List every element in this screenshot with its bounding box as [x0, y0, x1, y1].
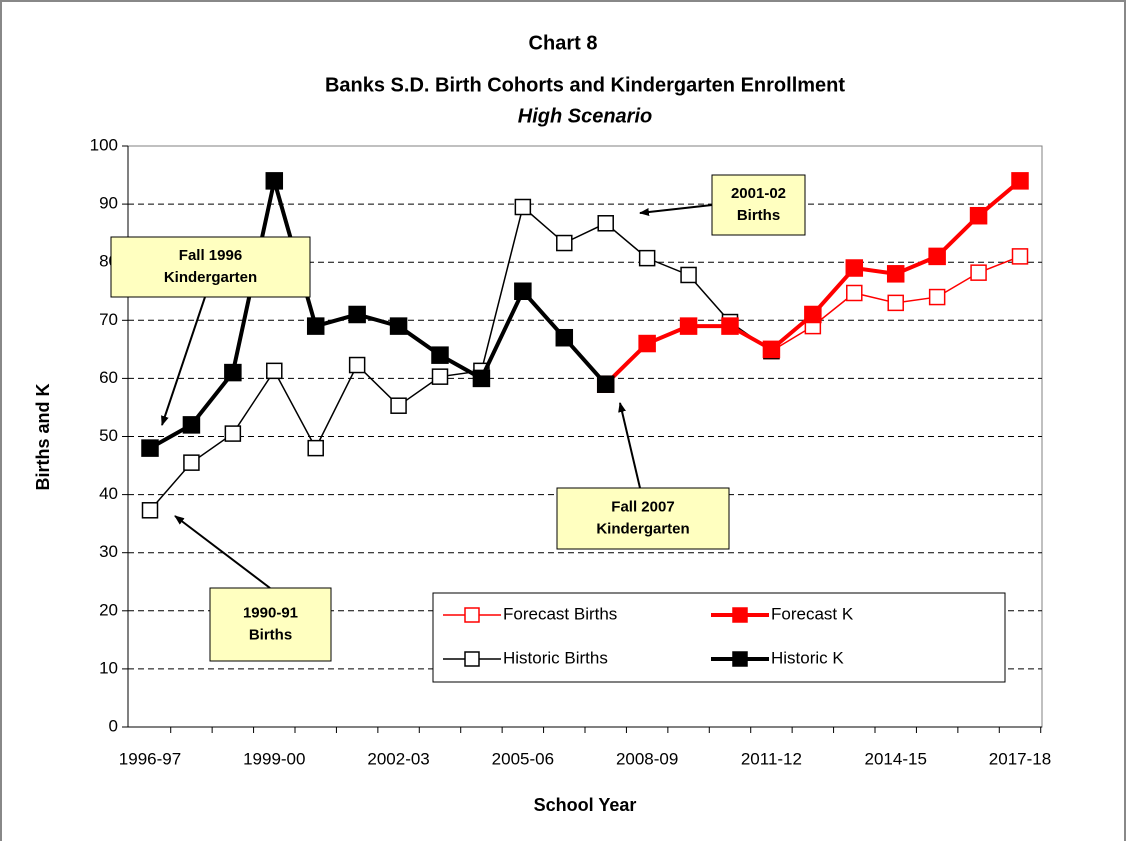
series [763, 248, 1029, 360]
data-point [141, 439, 159, 457]
data-point [348, 356, 366, 374]
data-point [348, 305, 366, 324]
x-tick-label: 1999-00 [243, 749, 305, 768]
legend-marker [464, 651, 480, 667]
x-tick-label: 2017-18 [989, 749, 1051, 768]
series-line [149, 205, 772, 511]
data-point [721, 317, 739, 335]
annotation-text: 1990-91 [243, 604, 298, 621]
data-point [970, 264, 987, 281]
data-point [928, 288, 946, 306]
data-point [846, 284, 863, 302]
data-point [266, 362, 283, 380]
annotation-text: Births [249, 626, 292, 643]
data-point [182, 416, 201, 434]
data-point [224, 363, 242, 382]
x-tick-label: 1996-97 [119, 749, 181, 768]
legend-label: Forecast Births [503, 604, 617, 623]
y-axis-label: Births and K [33, 383, 53, 490]
data-point [887, 294, 904, 312]
y-tick-label: 50 [99, 426, 118, 445]
data-point [680, 266, 697, 284]
y-tick-label: 60 [99, 368, 118, 387]
data-point [886, 265, 905, 283]
data-point [307, 439, 324, 457]
annotation: 1990-91 Births [174, 515, 332, 662]
data-point [306, 317, 325, 335]
legend-marker [732, 651, 748, 667]
x-tick-label: 2002-03 [367, 749, 429, 768]
data-point [969, 206, 988, 225]
annotation-box [556, 487, 730, 550]
data-point [597, 215, 614, 232]
data-point [556, 234, 573, 252]
annotation-text: Kindergarten [164, 269, 257, 286]
y-tick-label: 30 [99, 542, 118, 561]
annotation-text: Births [737, 207, 780, 224]
annotation: Fall 1996 Kindergarten [110, 236, 311, 426]
y-tick-label: 10 [99, 658, 118, 677]
y-tick-label: 100 [90, 135, 118, 154]
data-point [224, 425, 242, 442]
data-point [638, 334, 656, 353]
x-tick-label: 2011-12 [741, 749, 802, 768]
data-point [390, 397, 407, 414]
y-tick-label: 90 [99, 194, 118, 213]
annotation: Fall 2007 Kindergarten [556, 402, 730, 550]
data-point [762, 340, 781, 359]
legend-label: Historic K [771, 648, 844, 667]
y-tick-label: 40 [99, 484, 118, 503]
chart-scenario: High Scenario [518, 105, 652, 127]
annotation-arrow [161, 296, 206, 426]
data-point [638, 249, 656, 267]
data-point [679, 317, 698, 335]
data-point [389, 317, 408, 335]
legend-marker [732, 607, 748, 623]
series [141, 172, 615, 457]
chart-title: Chart 8 [529, 32, 598, 54]
data-point [431, 368, 449, 385]
legend-label: Historic Births [503, 648, 608, 667]
data-point [928, 247, 946, 266]
annotation-box [110, 236, 311, 298]
data-point [141, 502, 159, 519]
annotation-arrow [174, 515, 271, 589]
data-point [514, 198, 532, 216]
data-point [1011, 172, 1029, 190]
data-point [596, 375, 615, 393]
data-point [431, 346, 449, 364]
legend-box [432, 592, 1006, 683]
annotation-arrow [639, 204, 713, 216]
annotation-box [209, 587, 332, 662]
y-tick-label: 0 [109, 716, 118, 735]
x-tick-label: 2014-15 [865, 749, 927, 768]
legend-label: Forecast K [771, 604, 854, 623]
data-point [1011, 248, 1029, 265]
data-point [555, 328, 574, 347]
legend-marker [464, 607, 480, 623]
x-tick-label: 2005-06 [492, 749, 554, 768]
data-point [514, 282, 532, 300]
data-point [804, 305, 822, 324]
annotation-arrow [618, 402, 641, 489]
annotation: 2001-02 Births [639, 174, 806, 236]
x-axis-label: School Year [534, 795, 637, 815]
y-tick-label: 20 [99, 600, 118, 619]
data-point [845, 259, 864, 277]
annotation-box [711, 174, 806, 236]
y-tick-label: 70 [99, 310, 118, 329]
chart-subtitle: Banks S.D. Birth Cohorts and Kindergarte… [325, 74, 845, 96]
annotation-text: Fall 1996 [179, 247, 242, 264]
x-tick-label: 2008-09 [616, 749, 678, 768]
data-point [472, 369, 491, 388]
annotation-text: Fall 2007 [611, 498, 674, 515]
legend: Forecast Births Forecast K Historic Births… [432, 592, 1006, 683]
annotation-text: Kindergarten [596, 520, 689, 537]
data-point [265, 172, 284, 190]
annotation-text: 2001-02 [731, 185, 786, 202]
data-point [183, 454, 200, 471]
